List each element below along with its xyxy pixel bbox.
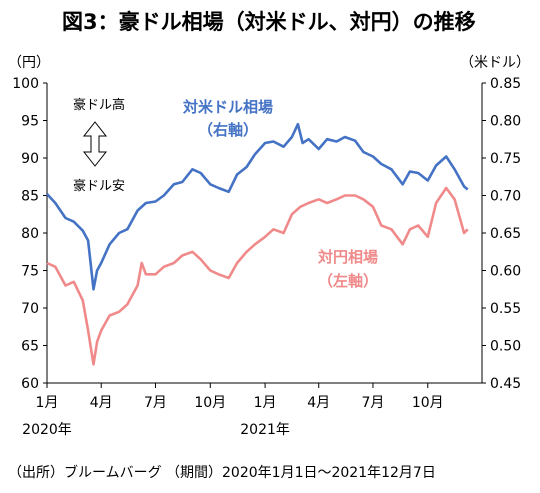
left-tick-label: 95 — [21, 114, 39, 130]
x-year-label: 2021年 — [240, 422, 290, 438]
right-tick-label: 0.75 — [490, 151, 521, 167]
jpy-series-label: （左軸） — [318, 272, 378, 290]
chart-title: 図3：豪ドル相場（対米ドル、対円）の推移 — [62, 10, 476, 34]
series-layer — [46, 122, 469, 366]
right-tick-label: 0.60 — [490, 264, 521, 280]
left-axis-unit: （円） — [8, 55, 50, 71]
left-tick-label: 65 — [21, 339, 39, 355]
x-tick-label: 4月 — [90, 395, 113, 411]
x-tick-label: 7月 — [361, 395, 384, 411]
x-tick-label: 10月 — [412, 395, 444, 411]
left-tick-label: 75 — [21, 264, 39, 280]
jpy-series-label: 対円相場 — [317, 248, 378, 266]
x-tick-label: 1月 — [36, 395, 59, 411]
double-arrow-icon — [82, 121, 108, 167]
aud-weak-label: 豪ドル安 — [73, 178, 125, 194]
usd-series-label: 対米ドル相場 — [182, 98, 273, 116]
right-tick-label: 0.45 — [490, 376, 521, 392]
usd-rate-line — [46, 122, 469, 291]
right-tick-label: 0.50 — [490, 339, 521, 355]
exchange-rate-chart: 60 65 70 75 80 85 90 95 100 0.45 0.50 0.55 0.60 0.65 0… — [12, 76, 521, 438]
right-tick-label: 0.55 — [490, 301, 521, 317]
x-tick-label: 7月 — [144, 395, 167, 411]
right-tick-label: 0.85 — [490, 76, 521, 92]
right-axis-unit: （米ドル） — [460, 55, 530, 71]
source-note: （出所）ブルームバーグ （期間）2020年1月1日～2021年12月7日 — [8, 465, 436, 481]
left-tick-label: 60 — [21, 376, 39, 392]
right-tick-label: 0.65 — [490, 226, 521, 242]
left-tick-label: 100 — [12, 76, 39, 92]
jpy-rate-line — [46, 186, 469, 366]
usd-series-label: （右軸） — [198, 121, 258, 139]
left-tick-label: 85 — [21, 189, 39, 205]
right-tick-label: 0.70 — [490, 189, 521, 205]
aud-strong-label: 豪ドル高 — [73, 97, 125, 113]
x-tick-label: 1月 — [254, 395, 277, 411]
x-tick-label: 4月 — [307, 395, 330, 411]
left-tick-label: 70 — [21, 301, 39, 317]
x-year-label: 2020年 — [22, 422, 72, 438]
left-tick-label: 80 — [21, 226, 39, 242]
right-tick-label: 0.80 — [490, 114, 521, 130]
left-tick-label: 90 — [21, 151, 39, 167]
x-tick-label: 10月 — [194, 395, 226, 411]
chart-axes: 60 65 70 75 80 85 90 95 100 0.45 0.50 0.55 0.60 0.65 0… — [12, 76, 521, 438]
